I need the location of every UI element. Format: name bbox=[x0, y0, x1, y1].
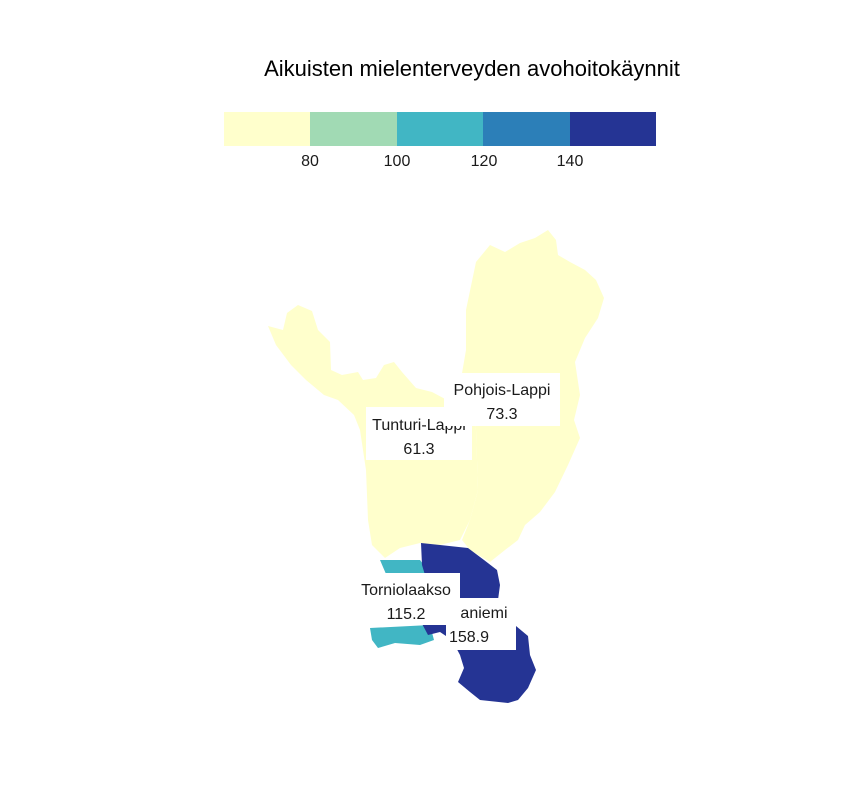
region-label-torniolaakso: Torniolaakso 115.2 bbox=[352, 573, 460, 625]
legend-swatch-2 bbox=[310, 112, 397, 146]
region-value: 115.2 bbox=[387, 606, 426, 623]
region-name: Tunturi-Lappi bbox=[372, 417, 466, 434]
legend-swatch-4 bbox=[483, 112, 570, 146]
map-title: Aikuisten mielenterveyden avohoitokäynni… bbox=[264, 56, 680, 81]
legend-swatch-3 bbox=[396, 112, 484, 146]
legend-swatch-1 bbox=[224, 112, 311, 146]
color-legend bbox=[224, 112, 657, 146]
legend-tick-100: 100 bbox=[383, 153, 411, 170]
legend-swatch-5 bbox=[569, 112, 657, 146]
region-value: 61.3 bbox=[403, 441, 434, 458]
region-name: Pohjois-Lappi bbox=[454, 382, 551, 399]
legend-tick-80: 80 bbox=[301, 153, 319, 170]
region-name: Torniolaakso bbox=[361, 582, 451, 599]
legend-tick-120: 120 bbox=[470, 153, 498, 170]
region-value: 73.3 bbox=[486, 406, 517, 423]
region-label-pohjois-lappi: Pohjois-Lappi 73.3 bbox=[444, 373, 560, 426]
label-box bbox=[444, 373, 560, 426]
label-box bbox=[352, 573, 460, 625]
region-name: aniemi bbox=[460, 605, 507, 622]
legend-tick-140: 140 bbox=[556, 153, 584, 170]
region-value: 158.9 bbox=[449, 629, 489, 646]
